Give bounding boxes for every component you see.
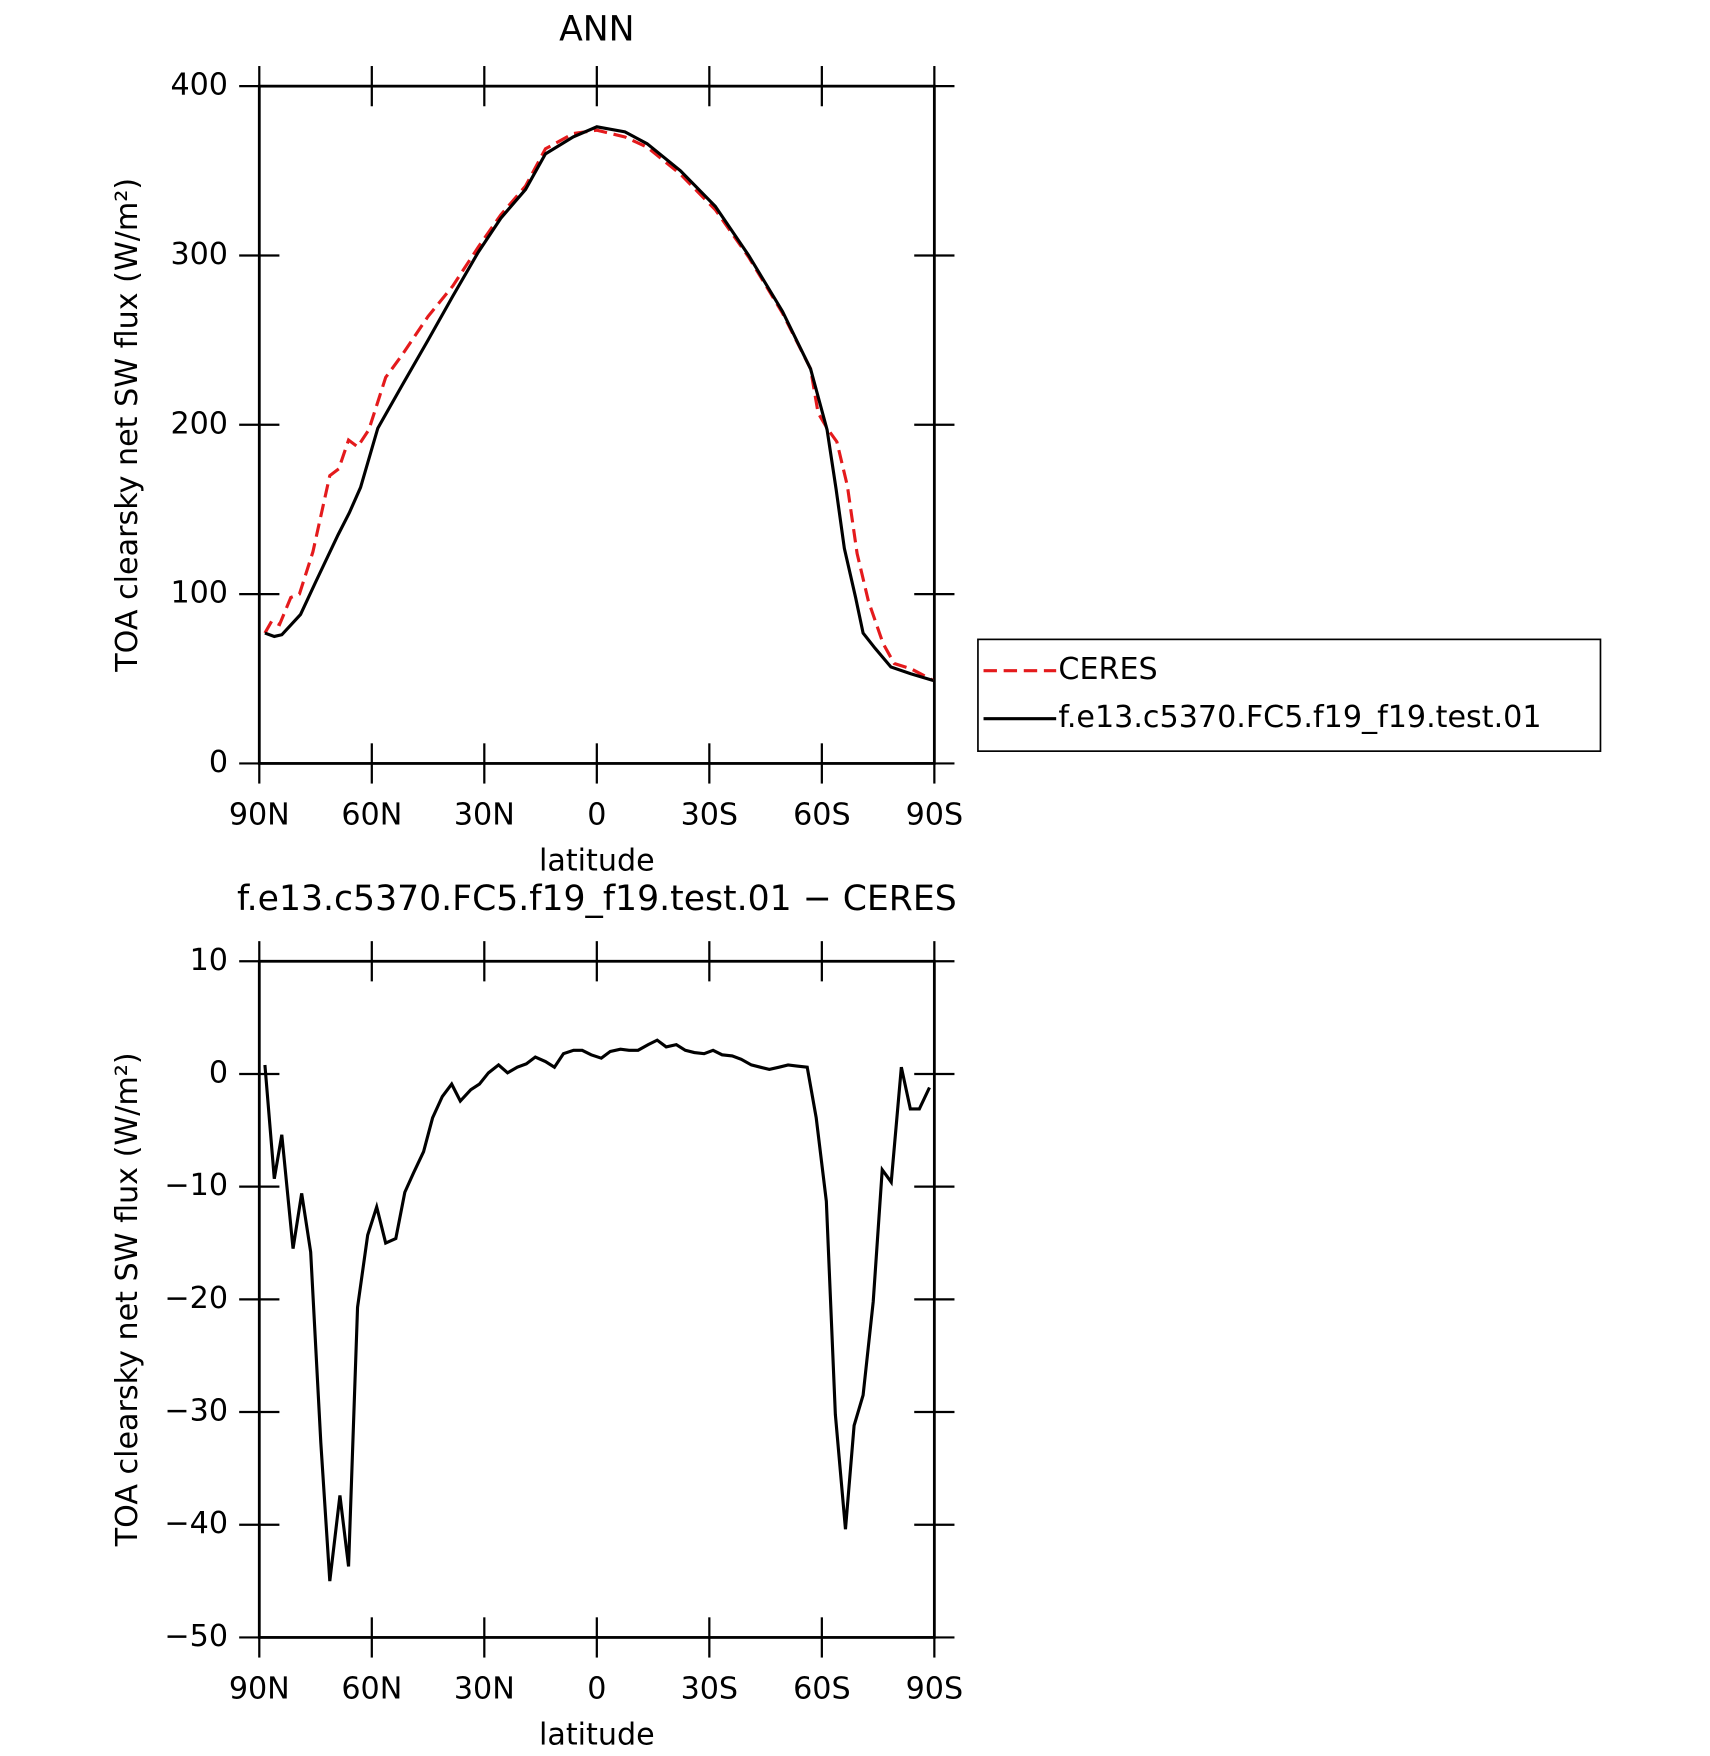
x-tick-label: 0	[587, 797, 606, 832]
y-tick-label: −20	[164, 1281, 228, 1316]
legend-label: CERES	[1058, 652, 1157, 687]
y-tick-label: −50	[164, 1619, 228, 1654]
x-tick-label: 60N	[341, 797, 402, 832]
plot-frame	[257, 959, 936, 1639]
y-tick-label: 0	[209, 745, 228, 780]
x-axis-label: latitude	[539, 1717, 655, 1752]
y-tick-label: 300	[170, 237, 228, 272]
x-tick-label: 90N	[229, 1671, 290, 1706]
y-tick-label: 400	[170, 68, 228, 103]
chart-title: f.e13.c5370.FC5.f19_f19.test.01 − CERES	[237, 879, 957, 919]
y-tick-label: 10	[190, 943, 228, 978]
data-line	[263, 128, 934, 682]
y-axis-label: TOA clearsky net SW flux (W/m²)	[110, 178, 145, 673]
x-tick-label: 30S	[681, 797, 739, 832]
x-tick-label: 30N	[454, 1671, 515, 1706]
y-tick-label: 100	[170, 576, 228, 611]
data-line	[264, 125, 934, 682]
legend-box	[977, 638, 1602, 752]
chart-title: ANN	[559, 9, 635, 49]
x-tick-label: 90S	[906, 1671, 964, 1706]
y-axis-label: TOA clearsky net SW flux (W/m²)	[110, 1052, 145, 1547]
y-tick-label: −40	[164, 1506, 228, 1541]
legend-label: f.e13.c5370.FC5.f19_f19.test.01	[1058, 700, 1541, 735]
x-tick-label: 90S	[906, 797, 964, 832]
x-tick-label: 60S	[793, 797, 851, 832]
x-axis-label: latitude	[539, 843, 655, 878]
y-tick-label: 0	[209, 1055, 228, 1090]
x-tick-label: 30S	[681, 1671, 739, 1706]
data-line	[263, 1038, 931, 1582]
plot-frame	[257, 84, 936, 765]
x-tick-label: 60N	[341, 1671, 402, 1706]
y-tick-label: −30	[164, 1394, 228, 1429]
x-tick-label: 30N	[454, 797, 515, 832]
x-tick-label: 0	[587, 1671, 606, 1706]
y-tick-label: −10	[164, 1168, 228, 1203]
y-tick-label: 200	[170, 406, 228, 441]
x-tick-label: 60S	[793, 1671, 851, 1706]
x-tick-label: 90N	[229, 797, 290, 832]
